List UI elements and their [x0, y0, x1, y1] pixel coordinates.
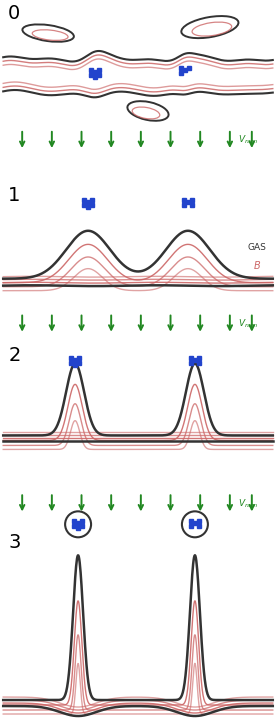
Text: 3: 3	[8, 534, 21, 553]
Text: $V_{ram}$: $V_{ram}$	[238, 134, 258, 146]
Text: B: B	[254, 261, 261, 270]
Text: $V_{ram}$: $V_{ram}$	[238, 318, 258, 330]
Text: 0: 0	[8, 4, 20, 23]
Text: GAS: GAS	[248, 244, 267, 252]
Text: 2: 2	[8, 345, 21, 364]
Text: $V_{ram}$: $V_{ram}$	[238, 497, 258, 510]
Text: 1: 1	[8, 186, 21, 205]
